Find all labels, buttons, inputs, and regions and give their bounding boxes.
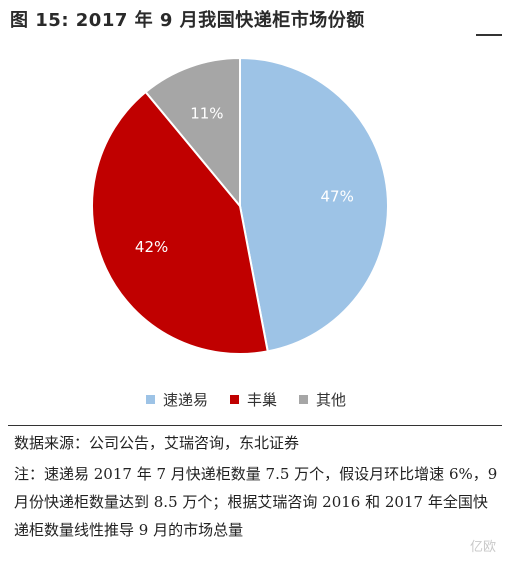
data-source: 数据来源：公司公告，艾瑞咨询，东北证券 [14, 434, 300, 452]
watermark-logo: 亿欧 [470, 540, 497, 555]
legend-label: 速递易 [163, 390, 209, 409]
divider-rule [8, 425, 502, 426]
legend-swatch [299, 394, 309, 404]
footnote: 注：速递易 2017 年 7 月快递柜数量 7.5 万个，假设月环比增速 6%，… [14, 465, 498, 539]
legend-swatch [146, 394, 155, 404]
pie-chart: 47% 42% 11% [90, 56, 389, 355]
pie-slice-2 [144, 56, 241, 209]
chart-title: 图 15: 2017 年 9 月我国快递柜市场份额 [10, 10, 365, 31]
slice-label-0: 47% [321, 187, 354, 205]
top-rule [476, 34, 502, 36]
slice-label-1: 42% [135, 238, 168, 256]
chart-legend: 速递易 丰巢 其他 [146, 388, 346, 410]
pie-slice-1 [90, 90, 269, 355]
legend-swatch [230, 394, 240, 404]
legend-item-0: 速递易 [146, 389, 208, 410]
legend-item-1: 丰巢 [230, 389, 277, 410]
legend-label: 丰巢 [247, 390, 278, 409]
legend-item-2: 其他 [299, 389, 346, 410]
legend-label: 其他 [316, 390, 347, 409]
slice-label-2: 11% [190, 105, 223, 123]
pie-slice-0 [239, 56, 389, 353]
